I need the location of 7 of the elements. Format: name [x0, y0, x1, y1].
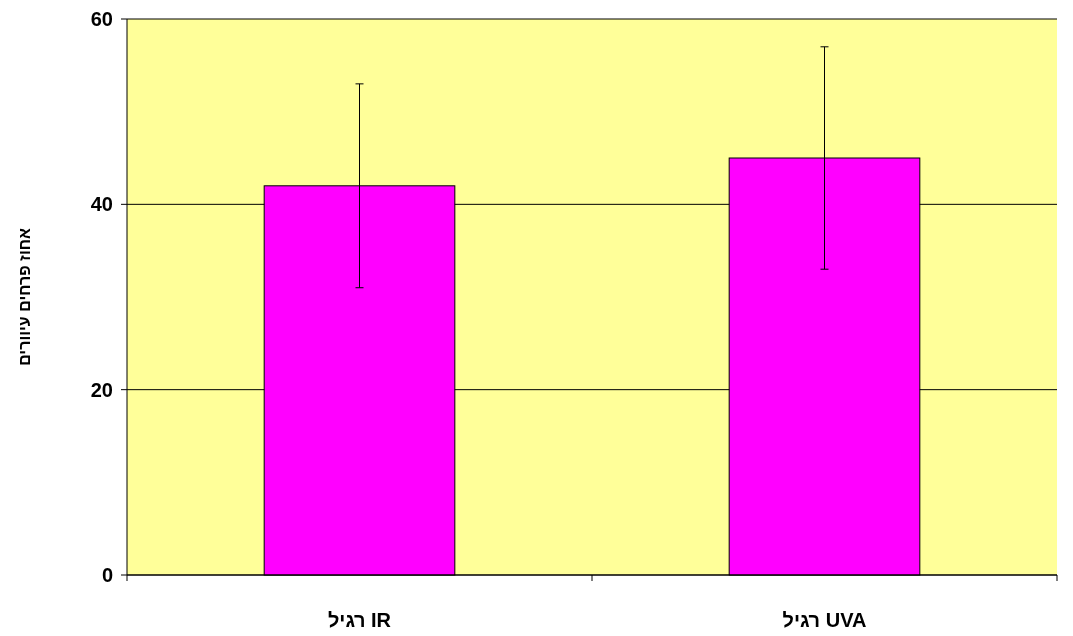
- x-tick-label: UVA רגיל: [782, 609, 867, 631]
- y-tick-label: 40: [90, 193, 113, 216]
- y-tick-label: 20: [90, 378, 113, 401]
- y-tick-label: 0: [101, 564, 113, 586]
- y-axis-title: אחוז פרחים עיוורים: [16, 228, 33, 366]
- y-tick-label: 60: [90, 8, 113, 30]
- x-tick-label: IR רגיל: [327, 609, 392, 631]
